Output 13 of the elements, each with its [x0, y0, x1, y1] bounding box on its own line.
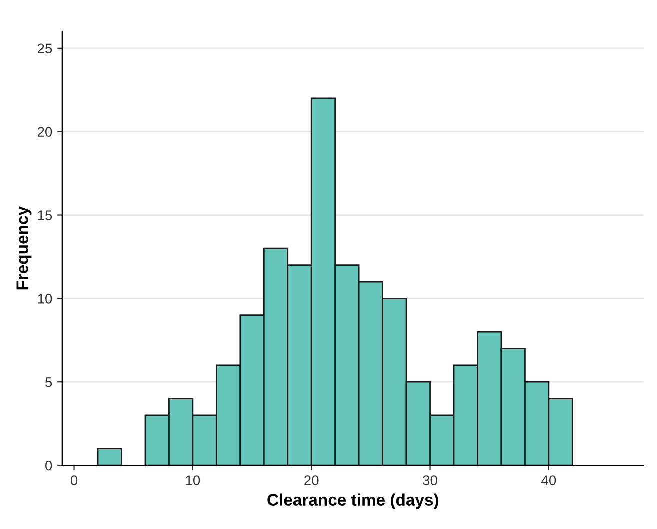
y-tick-label: 10: [38, 294, 52, 304]
y-tick-label: 25: [38, 44, 52, 54]
y-tick-label: 5: [46, 378, 52, 388]
y-tick-label: 0: [46, 460, 52, 471]
x-tick-label: 20: [304, 476, 319, 486]
y-tick-label: 20: [38, 127, 52, 138]
y-tick-label: 15: [38, 210, 52, 220]
x-tick-label: 10: [186, 476, 200, 486]
x-axis-title: Clearance time (days): [268, 494, 438, 510]
x-tick-label: 0: [70, 476, 78, 486]
x-tick-label: 40: [542, 476, 556, 486]
y-axis-title: Frequency: [16, 206, 32, 290]
x-tick-label: 30: [423, 476, 438, 486]
